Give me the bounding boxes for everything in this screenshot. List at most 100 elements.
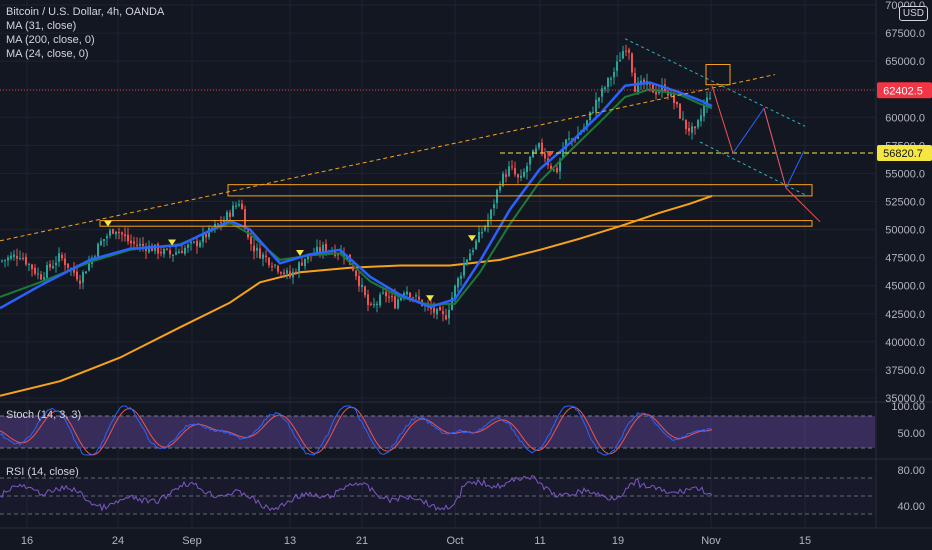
- candle-body: [445, 315, 447, 320]
- candle-body: [142, 243, 144, 246]
- candle-body: [568, 138, 570, 140]
- candle-body: [13, 254, 15, 257]
- candle-body: [253, 245, 255, 252]
- candle-body: [388, 296, 390, 298]
- ma31-legend[interactable]: MA (31, close): [6, 20, 77, 32]
- ma24-legend[interactable]: MA (24, close, 0): [6, 48, 89, 60]
- candle-body: [538, 143, 540, 148]
- candle-body: [526, 166, 528, 173]
- candle-body: [343, 253, 345, 258]
- candle-body: [4, 259, 6, 261]
- y-tick-label: 45000.0: [885, 281, 925, 293]
- candle-body: [616, 61, 618, 71]
- candle-body: [352, 264, 354, 271]
- candle-body: [508, 166, 510, 177]
- candle-body: [277, 265, 279, 272]
- candle-body: [373, 304, 375, 306]
- rsi-line: [0, 475, 713, 512]
- candle-body: [553, 169, 555, 171]
- candle-body: [475, 240, 477, 250]
- grid: [0, 0, 875, 528]
- candle-body: [523, 171, 525, 177]
- y-tick-label: 47500.0: [885, 253, 925, 265]
- candle-body: [304, 258, 306, 267]
- candle-body: [532, 150, 534, 158]
- x-tick-label: 13: [284, 535, 296, 547]
- drawings: [0, 38, 875, 242]
- price-axis: 35000.0 37500.0 40000.0 42500.0 45000.0 47500…: [877, 0, 932, 513]
- candle-body: [637, 82, 639, 94]
- signal-marker: [426, 295, 434, 302]
- x-tick-label: Sep: [182, 535, 202, 547]
- candle-body: [61, 254, 63, 259]
- candle-body: [166, 248, 168, 250]
- candle-body: [367, 294, 369, 306]
- candle-body: [460, 275, 462, 279]
- candle-body: [379, 294, 381, 306]
- y-tick-label: 40000.0: [885, 337, 925, 349]
- candle-body: [259, 248, 261, 259]
- candle-body: [364, 286, 366, 296]
- candle-body: [634, 73, 636, 92]
- x-tick-label: 16: [21, 535, 33, 547]
- symbol-title[interactable]: Bitcoin / U.S. Dollar, 4h, OANDA: [6, 6, 165, 18]
- candle-body: [685, 119, 687, 130]
- candle-body: [499, 186, 501, 191]
- candle-body: [502, 173, 504, 186]
- candle-body: [436, 308, 438, 315]
- y-tick-label: 65000.0: [885, 56, 925, 68]
- x-tick-label: Oct: [446, 535, 463, 547]
- candle-body: [73, 266, 75, 273]
- candle-body: [271, 265, 273, 268]
- candle-body: [67, 263, 69, 268]
- candle-body: [118, 231, 120, 233]
- signal-marker: [468, 235, 476, 242]
- candle-body: [172, 254, 174, 257]
- candle-body: [133, 241, 135, 244]
- candle-body: [28, 263, 30, 265]
- currency-button[interactable]: USD: [898, 6, 928, 21]
- candle-body: [700, 115, 702, 121]
- candle-body: [160, 252, 162, 254]
- signal-marker: [104, 220, 112, 227]
- candle-body: [484, 226, 486, 231]
- candle-body: [274, 264, 276, 266]
- candle-body: [169, 250, 171, 255]
- ma200-legend[interactable]: MA (200, close, 0): [6, 34, 95, 46]
- candle-body: [187, 244, 189, 248]
- rsi-tick-label: 80.00: [897, 465, 925, 477]
- candle-body: [76, 271, 78, 280]
- candle-body: [199, 242, 201, 247]
- stoch-legend[interactable]: Stoch (14, 3, 3): [6, 409, 82, 421]
- candle-body: [370, 303, 372, 305]
- highlight-box: [705, 64, 731, 86]
- x-tick-label: 21: [356, 535, 368, 547]
- candle-body: [694, 126, 696, 129]
- candle-body: [556, 167, 558, 173]
- rsi-tick-label: 40.00: [897, 501, 925, 513]
- y-tick-label: 55000.0: [885, 168, 925, 180]
- candle-body: [403, 293, 405, 297]
- candle-body: [391, 296, 393, 298]
- candle-body: [433, 307, 435, 313]
- candle-body: [418, 296, 420, 300]
- candle-body: [454, 285, 456, 299]
- candle-body: [670, 93, 672, 96]
- candle-body: [85, 271, 87, 274]
- candle-body: [112, 229, 114, 234]
- x-tick-label: Nov: [701, 535, 721, 547]
- candle-body: [355, 270, 357, 277]
- projection-drop: [763, 108, 787, 189]
- candle-body: [406, 291, 408, 295]
- channel-line: [699, 141, 806, 196]
- candle-body: [706, 97, 708, 107]
- candle-body: [262, 254, 264, 259]
- candle-body: [256, 247, 258, 251]
- projection-down-1: [711, 85, 734, 154]
- candle-body: [100, 240, 102, 246]
- candle-body: [691, 126, 693, 133]
- rsi-legend[interactable]: RSI (14, close): [6, 466, 79, 478]
- stoch-d-line: [0, 406, 713, 456]
- ma31-line: [0, 81, 713, 310]
